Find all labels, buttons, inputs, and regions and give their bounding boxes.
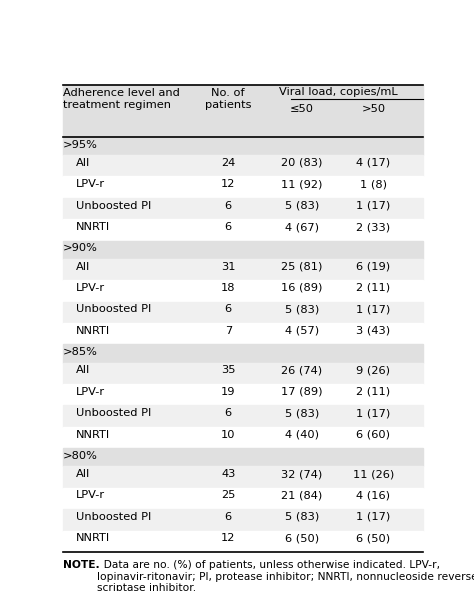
Text: No. of
patients: No. of patients — [205, 88, 252, 110]
Text: Viral load, copies/mL: Viral load, copies/mL — [279, 87, 398, 97]
Bar — [63, 198, 423, 219]
Text: LPV-r: LPV-r — [76, 387, 105, 397]
Text: 11 (92): 11 (92) — [281, 179, 322, 189]
Text: 16 (89): 16 (89) — [281, 283, 322, 293]
Text: 25 (81): 25 (81) — [281, 262, 322, 272]
Text: Unboosted PI: Unboosted PI — [76, 304, 151, 314]
Text: 2 (11): 2 (11) — [356, 387, 391, 397]
Text: 24: 24 — [221, 158, 236, 168]
Bar — [63, 280, 423, 301]
Text: 1 (8): 1 (8) — [360, 179, 387, 189]
Text: 31: 31 — [221, 262, 236, 272]
Bar — [63, 488, 423, 509]
Text: >90%: >90% — [63, 243, 98, 254]
Text: 10: 10 — [221, 430, 236, 440]
Text: 25: 25 — [221, 491, 236, 501]
Text: LPV-r: LPV-r — [76, 491, 105, 501]
Text: 43: 43 — [221, 469, 236, 479]
Text: 1 (17): 1 (17) — [356, 408, 391, 418]
Text: 26 (74): 26 (74) — [281, 365, 322, 375]
Text: 6: 6 — [225, 304, 232, 314]
Bar — [63, 177, 423, 198]
Bar — [63, 241, 423, 259]
Text: All: All — [76, 365, 90, 375]
Text: 6: 6 — [225, 408, 232, 418]
Bar — [63, 345, 423, 363]
Text: Adherence level and
treatment regimen: Adherence level and treatment regimen — [63, 88, 180, 110]
Text: 6 (50): 6 (50) — [285, 533, 319, 543]
Text: 1 (17): 1 (17) — [356, 200, 391, 210]
Text: >85%: >85% — [63, 347, 98, 357]
Bar — [63, 363, 423, 384]
Text: 20 (83): 20 (83) — [281, 158, 322, 168]
Text: 1 (17): 1 (17) — [356, 512, 391, 522]
Text: 12: 12 — [221, 533, 236, 543]
Bar — [63, 219, 423, 241]
Text: >50: >50 — [361, 103, 385, 113]
Text: NNRTI: NNRTI — [76, 430, 110, 440]
Bar — [63, 85, 423, 137]
Text: 5 (83): 5 (83) — [284, 304, 319, 314]
Bar — [63, 323, 423, 345]
Text: LPV-r: LPV-r — [76, 179, 105, 189]
Bar — [63, 301, 423, 323]
Text: 5 (83): 5 (83) — [284, 200, 319, 210]
Text: 3 (43): 3 (43) — [356, 326, 391, 336]
Text: 6: 6 — [225, 200, 232, 210]
Text: All: All — [76, 262, 90, 272]
Text: LPV-r: LPV-r — [76, 283, 105, 293]
Text: 5 (83): 5 (83) — [284, 512, 319, 522]
Text: NNRTI: NNRTI — [76, 222, 110, 232]
Text: 9 (26): 9 (26) — [356, 365, 390, 375]
Bar — [63, 405, 423, 427]
Text: 32 (74): 32 (74) — [281, 469, 322, 479]
Text: Unboosted PI: Unboosted PI — [76, 200, 151, 210]
Text: All: All — [76, 469, 90, 479]
Text: NOTE.: NOTE. — [63, 560, 100, 570]
Text: NNRTI: NNRTI — [76, 533, 110, 543]
Bar — [63, 466, 423, 488]
Text: 7: 7 — [225, 326, 232, 336]
Bar — [63, 384, 423, 405]
Bar — [63, 259, 423, 280]
Text: ≤50: ≤50 — [290, 103, 314, 113]
Text: All: All — [76, 158, 90, 168]
Text: 6 (50): 6 (50) — [356, 533, 391, 543]
Bar — [63, 427, 423, 448]
Text: 19: 19 — [221, 387, 236, 397]
Text: 6: 6 — [225, 512, 232, 522]
Text: 17 (89): 17 (89) — [281, 387, 322, 397]
Text: 6 (19): 6 (19) — [356, 262, 391, 272]
Text: 6: 6 — [225, 222, 232, 232]
Text: NNRTI: NNRTI — [76, 326, 110, 336]
Text: 2 (33): 2 (33) — [356, 222, 391, 232]
Text: 4 (57): 4 (57) — [285, 326, 319, 336]
Text: 11 (26): 11 (26) — [353, 469, 394, 479]
Text: 12: 12 — [221, 179, 236, 189]
Bar — [63, 509, 423, 531]
Text: Unboosted PI: Unboosted PI — [76, 408, 151, 418]
Text: 4 (16): 4 (16) — [356, 491, 390, 501]
Text: 2 (11): 2 (11) — [356, 283, 391, 293]
Text: 6 (60): 6 (60) — [356, 430, 390, 440]
Text: 4 (67): 4 (67) — [285, 222, 319, 232]
Bar — [63, 155, 423, 177]
Text: 21 (84): 21 (84) — [281, 491, 322, 501]
Bar — [63, 531, 423, 552]
Bar — [63, 137, 423, 155]
Text: 18: 18 — [221, 283, 236, 293]
Text: 4 (40): 4 (40) — [285, 430, 319, 440]
Bar — [63, 448, 423, 466]
Text: 4 (17): 4 (17) — [356, 158, 391, 168]
Text: 5 (83): 5 (83) — [284, 408, 319, 418]
Text: >80%: >80% — [63, 451, 98, 461]
Text: Data are no. (%) of patients, unless otherwise indicated. LPV-r,
lopinavir-riton: Data are no. (%) of patients, unless oth… — [97, 560, 474, 591]
Text: >95%: >95% — [63, 139, 98, 150]
Text: 35: 35 — [221, 365, 236, 375]
Text: Unboosted PI: Unboosted PI — [76, 512, 151, 522]
Text: 1 (17): 1 (17) — [356, 304, 391, 314]
